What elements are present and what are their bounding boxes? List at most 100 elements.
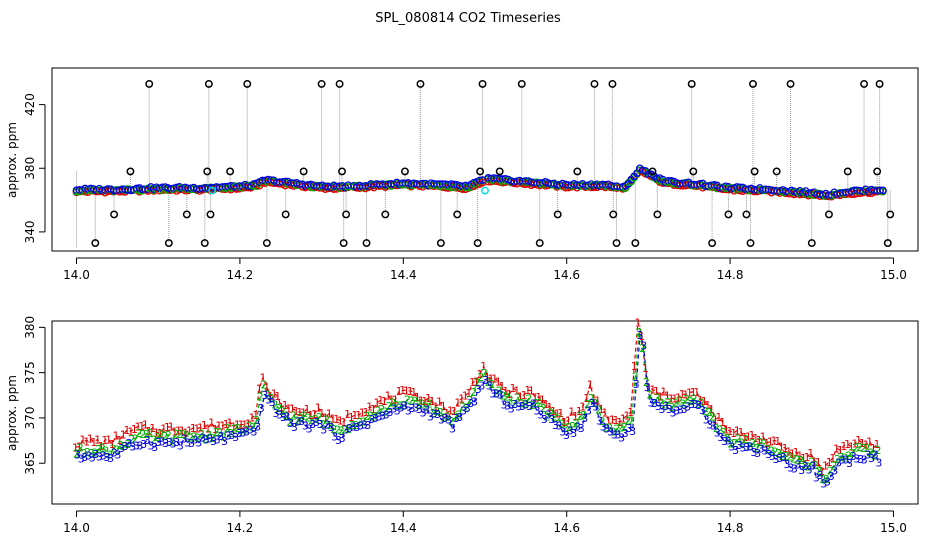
filtered-point-series-1: 1: [874, 438, 881, 451]
filtered-point-series-3: 3: [541, 413, 548, 426]
filtered-point-series-2: 2: [95, 443, 102, 456]
filtered-point-series-1: 1: [796, 450, 803, 463]
filtered-point-series-2: 2: [669, 401, 676, 414]
filtered-point-series-2: 2: [356, 416, 363, 429]
filtered-point-series-1: 1: [267, 390, 274, 403]
mid-high-outlier-point: [226, 167, 235, 176]
filtered-point-series-2: 2: [242, 423, 249, 436]
filtered-point-series-3: 3: [394, 404, 401, 417]
filtered-point-series-3: 3: [666, 403, 673, 416]
filtered-point-series-3: 3: [655, 400, 662, 413]
filtered-point-series-3: 3: [478, 379, 485, 392]
raw-x-tick-label: 14.6: [553, 268, 580, 282]
filtered-point-series-3: 3: [508, 402, 515, 415]
filtered-point-series-1: 1: [723, 424, 730, 437]
high-outlier-point: [416, 79, 425, 88]
filtered-point-series-3: 3: [151, 441, 158, 454]
filtered-point-series-3: 3: [464, 402, 471, 415]
filtered-point-series-3: 3: [817, 469, 824, 482]
filtered-point-series-2: 2: [558, 418, 565, 431]
filtered-point-series-3: 3: [762, 445, 769, 458]
filtered-point-series-1: 1: [815, 456, 822, 469]
filtered-point-series-3: 3: [423, 404, 430, 417]
filtered-point-series-1: 1: [624, 409, 631, 422]
filtered-point-series-2: 2: [577, 410, 584, 423]
filtered-point-series-3: 3: [254, 420, 261, 433]
filtered-point-series-1: 1: [190, 422, 197, 435]
filtered-point-series-3: 3: [795, 459, 802, 472]
filtered-x-tick-label: 14.6: [553, 521, 580, 535]
flag-point: [208, 186, 217, 195]
filtered-point-series-2: 2: [529, 399, 536, 412]
filtered-point-series-2: 2: [327, 419, 334, 432]
filtered-point-series-3: 3: [497, 388, 504, 401]
filtered-point-series-1: 1: [583, 392, 590, 405]
filtered-point-series-1: 1: [396, 385, 403, 398]
filtered-point-series-1: 1: [385, 390, 392, 403]
filtered-point-series-3: 3: [434, 408, 441, 421]
filtered-point-series-1: 1: [506, 388, 513, 401]
filtered-point-series-1: 1: [392, 394, 399, 407]
filtered-point-series-1: 1: [326, 407, 333, 420]
filtered-point-series-1: 1: [351, 409, 358, 422]
filtered-point-series-3: 3: [364, 419, 371, 432]
filtered-point-series-2: 2: [794, 454, 801, 467]
filtered-point-series-3: 3: [515, 401, 522, 414]
filtered-point-series-3: 3: [357, 420, 364, 433]
filtered-point-series-2: 2: [136, 427, 143, 440]
filtered-point-series-2: 2: [415, 398, 422, 411]
filtered-point-series-1: 1: [116, 434, 123, 447]
filtered-point-series-1: 1: [774, 435, 781, 448]
filtered-point-series-2: 2: [305, 411, 312, 424]
filtered-point-series-3: 3: [81, 451, 88, 464]
filtered-point-series-3: 3: [390, 402, 397, 415]
filtered-point-series-1: 1: [730, 427, 737, 440]
filtered-point-series-2: 2: [797, 454, 804, 467]
high-outlier-point: [204, 79, 213, 88]
filtered-point-series-1: 1: [142, 419, 149, 432]
filtered-point-series-3: 3: [743, 441, 750, 454]
mid-high-outlier-point: [495, 167, 504, 176]
filtered-point-series-3: 3: [195, 437, 202, 450]
filtered-point-series-2: 2: [290, 409, 297, 422]
filtered-point-series-3: 3: [89, 452, 96, 465]
filtered-point-series-3: 3: [567, 424, 574, 437]
filtered-point-series-2: 2: [871, 450, 878, 463]
filtered-point-series-2: 2: [132, 433, 139, 446]
raw-y-axis-title: approx. ppm: [5, 122, 19, 198]
filtered-point-series-3: 3: [875, 457, 882, 470]
filtered-point-series-2: 2: [812, 459, 819, 472]
filtered-point-series-1: 1: [686, 386, 693, 399]
filtered-point-series-2: 2: [216, 426, 223, 439]
filtered-point-series-2: 2: [330, 423, 337, 436]
filtered-point-series-2: 2: [102, 445, 109, 458]
filtered-point-series-1: 1: [414, 391, 421, 404]
filtered-timeseries-panel: 1111111111111111111111111111111111111111…: [5, 316, 919, 535]
filtered-point-series-3: 3: [206, 432, 213, 445]
filtered-point-series-3: 3: [276, 409, 283, 422]
mid-low-outlier-point: [653, 210, 662, 219]
filtered-point-series-3: 3: [387, 406, 394, 419]
filtered-point-series-3: 3: [335, 434, 342, 447]
filtered-point-series-1: 1: [863, 439, 870, 452]
filtered-point-series-3: 3: [159, 435, 166, 448]
filtered-point-series-2: 2: [80, 447, 87, 460]
filtered-point-series-1: 1: [855, 434, 862, 447]
filtered-point-series-3: 3: [118, 442, 125, 455]
mid-low-outlier-point: [182, 210, 191, 219]
filtered-point-series-2: 2: [88, 447, 95, 460]
filtered-point-series-3: 3: [148, 440, 155, 453]
filtered-point-series-3: 3: [581, 412, 588, 425]
filtered-point-series-1: 1: [160, 422, 167, 435]
filtered-point-series-1: 1: [502, 385, 509, 398]
filtered-point-series-1: 1: [366, 401, 373, 414]
filtered-point-series-2: 2: [261, 379, 268, 392]
filtered-point-series-3: 3: [486, 379, 493, 392]
filtered-point-series-2: 2: [533, 397, 540, 410]
filtered-point-series-3: 3: [721, 435, 728, 448]
filtered-point-series-2: 2: [110, 442, 117, 455]
filtered-point-series-1: 1: [226, 416, 233, 429]
filtered-point-series-3: 3: [243, 426, 250, 439]
filtered-y-tick-label: 375: [23, 361, 37, 384]
filtered-point-series-1: 1: [399, 384, 406, 397]
